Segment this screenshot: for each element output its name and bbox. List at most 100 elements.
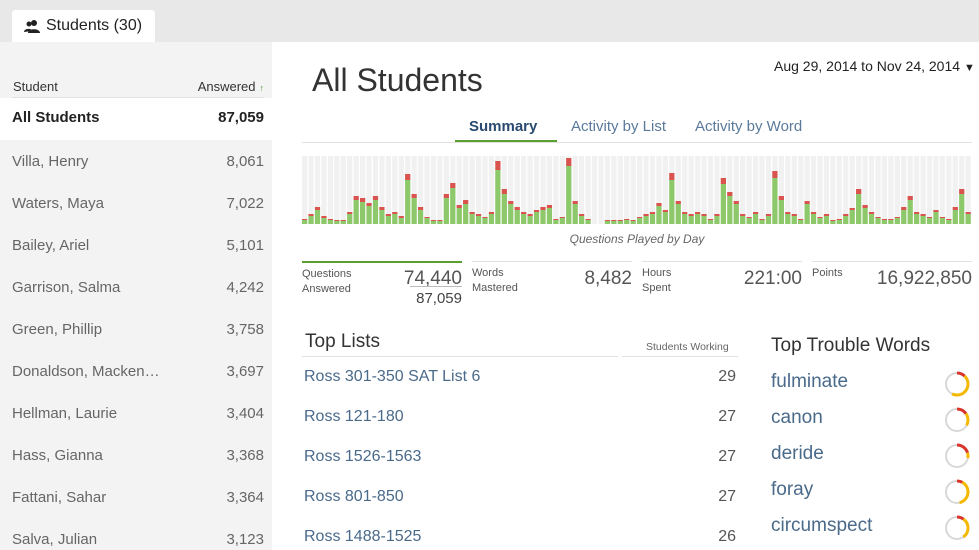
chart-bar-correct[interactable] xyxy=(817,218,823,224)
chart-bar-incorrect[interactable] xyxy=(804,201,810,204)
student-row[interactable]: Waters, Maya 7,022 xyxy=(0,183,272,225)
chart-bar-incorrect[interactable] xyxy=(488,212,495,214)
chart-bar-correct[interactable] xyxy=(417,210,424,224)
chart-bar-incorrect[interactable] xyxy=(443,194,449,198)
chart-bar-incorrect[interactable] xyxy=(959,189,965,194)
chart-bar-correct[interactable] xyxy=(662,212,669,224)
chart-bar-incorrect[interactable] xyxy=(901,207,907,210)
chart-bar-correct[interactable] xyxy=(939,218,946,224)
chart-bar-incorrect[interactable] xyxy=(843,214,849,216)
chart-bar-correct[interactable] xyxy=(933,212,939,224)
chart-bar-correct[interactable] xyxy=(810,214,817,224)
chart-bar-incorrect[interactable] xyxy=(914,212,920,214)
chart-bar-incorrect[interactable] xyxy=(920,214,926,216)
chart-bar-incorrect[interactable] xyxy=(475,214,482,216)
chart-bar-incorrect[interactable] xyxy=(450,183,456,188)
chart-bar-correct[interactable] xyxy=(669,180,675,224)
chart-bar-incorrect[interactable] xyxy=(437,220,443,221)
trouble-word-link[interactable]: canon xyxy=(771,407,823,428)
chart-bar-correct[interactable] xyxy=(881,220,888,224)
trouble-word-link[interactable]: foray xyxy=(771,479,814,500)
chart-bar-correct[interactable] xyxy=(727,196,733,224)
chart-bar-correct[interactable] xyxy=(778,200,784,224)
chart-bar-incorrect[interactable] xyxy=(720,178,726,184)
chart-bar-incorrect[interactable] xyxy=(321,216,327,218)
chart-bar-correct[interactable] xyxy=(888,220,894,224)
chart-bar-incorrect[interactable] xyxy=(617,220,623,221)
list-item[interactable]: Ross 801-850 27 xyxy=(304,488,736,518)
chart-bar-correct[interactable] xyxy=(488,214,495,224)
list-item[interactable]: Ross 1488-1525 26 xyxy=(304,528,736,550)
chart-bar-correct[interactable] xyxy=(843,216,849,224)
chart-bar-incorrect[interactable] xyxy=(308,214,314,216)
chart-bar-correct[interactable] xyxy=(482,218,488,224)
trouble-word-link[interactable]: fulminate xyxy=(771,371,849,392)
trouble-word-item[interactable]: canon xyxy=(771,407,971,439)
chart-bar-correct[interactable] xyxy=(907,200,913,224)
chart-bar-correct[interactable] xyxy=(347,214,353,224)
trouble-word-item[interactable]: circumspect xyxy=(771,515,971,547)
chart-bar-incorrect[interactable] xyxy=(862,205,868,208)
chart-bar-incorrect[interactable] xyxy=(327,219,334,220)
chart-bar-incorrect[interactable] xyxy=(946,219,952,220)
chart-bar-incorrect[interactable] xyxy=(759,219,765,220)
student-row[interactable]: Villa, Henry 8,061 xyxy=(0,141,272,183)
chart-bar-correct[interactable] xyxy=(501,194,507,224)
chart-bar-incorrect[interactable] xyxy=(701,214,707,216)
list-name-link[interactable]: Ross 801-850 xyxy=(304,488,404,505)
chart-bar-correct[interactable] xyxy=(559,218,565,224)
chart-bar-correct[interactable] xyxy=(849,210,855,224)
chart-bar-correct[interactable] xyxy=(334,221,340,224)
chart-bar-correct[interactable] xyxy=(398,218,404,224)
chart-bar-incorrect[interactable] xyxy=(385,214,391,216)
chart-bar-correct[interactable] xyxy=(340,221,346,224)
chart-bar-correct[interactable] xyxy=(862,208,868,224)
chart-bar-correct[interactable] xyxy=(965,214,971,224)
chart-bar-incorrect[interactable] xyxy=(656,203,662,206)
tab-summary[interactable]: Summary xyxy=(469,118,538,135)
chart-bar-correct[interactable] xyxy=(553,220,559,224)
chart-bar-correct[interactable] xyxy=(643,216,649,224)
list-name-link[interactable]: Ross 121-180 xyxy=(304,408,404,425)
chart-bar-incorrect[interactable] xyxy=(694,212,701,214)
chart-bar-incorrect[interactable] xyxy=(714,214,720,216)
list-item[interactable]: Ross 301-350 SAT List 6 29 xyxy=(304,368,736,398)
chart-bar-correct[interactable] xyxy=(392,214,398,224)
chart-bar-incorrect[interactable] xyxy=(675,201,681,204)
chart-bar-correct[interactable] xyxy=(463,204,469,224)
chart-bar-incorrect[interactable] xyxy=(604,220,611,221)
chart-bar-incorrect[interactable] xyxy=(359,198,366,202)
chart-bar-incorrect[interactable] xyxy=(733,201,739,204)
chart-bar-correct[interactable] xyxy=(894,218,900,224)
student-row[interactable]: Hellman, Laurie 3,404 xyxy=(0,393,272,435)
chart-bar-correct[interactable] xyxy=(540,210,546,224)
chart-bar-correct[interactable] xyxy=(637,218,643,224)
chart-bar-incorrect[interactable] xyxy=(430,220,437,221)
chart-bar-incorrect[interactable] xyxy=(546,205,553,208)
chart-bar-incorrect[interactable] xyxy=(527,214,533,216)
chart-bar-correct[interactable] xyxy=(585,220,591,224)
chart-bar-correct[interactable] xyxy=(823,216,830,224)
chart-bar-correct[interactable] xyxy=(443,198,449,224)
chart-bar-incorrect[interactable] xyxy=(894,217,900,218)
chart-bar-incorrect[interactable] xyxy=(637,217,643,218)
chart-bar-incorrect[interactable] xyxy=(501,189,507,194)
chart-bar-incorrect[interactable] xyxy=(727,192,733,196)
student-row-all[interactable]: All Students 87,059 xyxy=(0,98,272,140)
chart-bar-correct[interactable] xyxy=(836,220,842,224)
chart-bar-incorrect[interactable] xyxy=(495,161,501,170)
chart-bar-incorrect[interactable] xyxy=(817,217,823,218)
chart-bar-correct[interactable] xyxy=(302,220,308,224)
chart-bar-correct[interactable] xyxy=(926,218,933,224)
trouble-word-item[interactable]: deride xyxy=(771,443,971,475)
chart-bar-incorrect[interactable] xyxy=(830,220,836,221)
chart-bar-correct[interactable] xyxy=(752,214,759,224)
chart-bar-incorrect[interactable] xyxy=(662,210,669,212)
chart-bar-incorrect[interactable] xyxy=(875,217,881,218)
chart-bar-correct[interactable] xyxy=(546,208,553,224)
chart-bar-correct[interactable] xyxy=(533,212,540,224)
chart-bar-correct[interactable] xyxy=(772,178,778,224)
chart-bar-incorrect[interactable] xyxy=(572,201,578,204)
student-row[interactable]: Donaldson, Macken… 3,697 xyxy=(0,351,272,393)
chart-bar-correct[interactable] xyxy=(527,216,533,224)
